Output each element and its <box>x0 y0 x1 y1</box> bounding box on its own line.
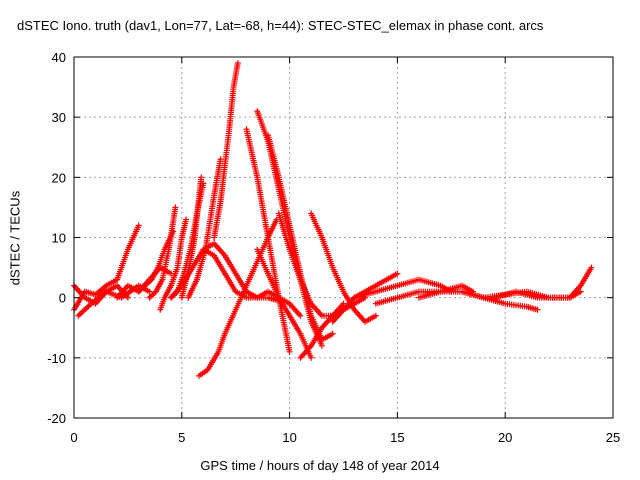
data-point <box>588 264 595 271</box>
x-tick-label: 5 <box>178 430 185 445</box>
data-point <box>234 60 241 67</box>
data-series-2 <box>75 282 153 319</box>
y-tick-label: 0 <box>59 291 66 306</box>
data-point <box>577 288 584 295</box>
x-tick-label: 25 <box>606 430 620 445</box>
y-tick-label: 10 <box>52 231 66 246</box>
chart-title: dSTEC Iono. truth (dav1, Lon=77, Lat=-68… <box>17 18 544 33</box>
y-tick-label: 40 <box>52 50 66 65</box>
data-point <box>198 174 205 181</box>
x-tick-label: 20 <box>498 430 512 445</box>
data-point <box>135 222 142 229</box>
data-series-11 <box>211 60 241 241</box>
data-series-5 <box>146 204 179 301</box>
y-tick-label: -20 <box>47 411 66 426</box>
data-series-13 <box>200 246 304 319</box>
data-point <box>146 288 153 295</box>
data-series-16 <box>265 132 336 343</box>
data-point <box>297 312 304 319</box>
x-tick-label: 0 <box>70 430 77 445</box>
x-tick-label: 15 <box>390 430 404 445</box>
data-point <box>308 354 315 361</box>
data-point <box>329 330 336 337</box>
data-series-20 <box>308 210 379 325</box>
data-point <box>318 342 325 349</box>
data-point <box>372 312 379 319</box>
data-point <box>183 216 190 223</box>
data-series-0 <box>71 222 142 313</box>
y-axis-label: dSTEC / TECUs <box>7 190 23 286</box>
data-point <box>286 348 293 355</box>
y-tick-label: 30 <box>52 110 66 125</box>
data-series-6 <box>157 216 190 313</box>
data-series-14 <box>243 126 293 355</box>
x-axis-label: GPS time / hours of day 148 of year 2014 <box>200 458 440 473</box>
data-series-9 <box>185 156 224 301</box>
data-point <box>394 270 401 277</box>
data-point <box>217 156 224 163</box>
data-series-26 <box>491 264 595 301</box>
x-tick-label: 10 <box>282 430 296 445</box>
data-point <box>534 306 541 313</box>
y-tick-label: -10 <box>47 351 66 366</box>
data-point <box>340 300 347 307</box>
y-tick-label: 20 <box>52 170 66 185</box>
data-series-17 <box>254 246 315 361</box>
data-point <box>172 204 179 211</box>
